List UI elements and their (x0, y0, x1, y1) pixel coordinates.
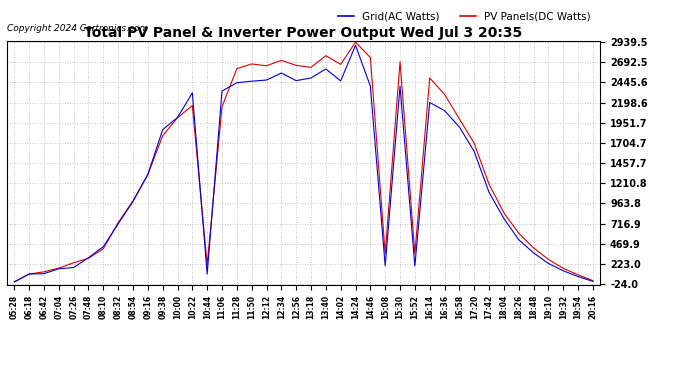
Legend: Grid(AC Watts), PV Panels(DC Watts): Grid(AC Watts), PV Panels(DC Watts) (334, 8, 595, 26)
Title: Total PV Panel & Inverter Power Output Wed Jul 3 20:35: Total PV Panel & Inverter Power Output W… (84, 26, 523, 40)
Text: Copyright 2024 Cartronics.com: Copyright 2024 Cartronics.com (7, 24, 148, 33)
